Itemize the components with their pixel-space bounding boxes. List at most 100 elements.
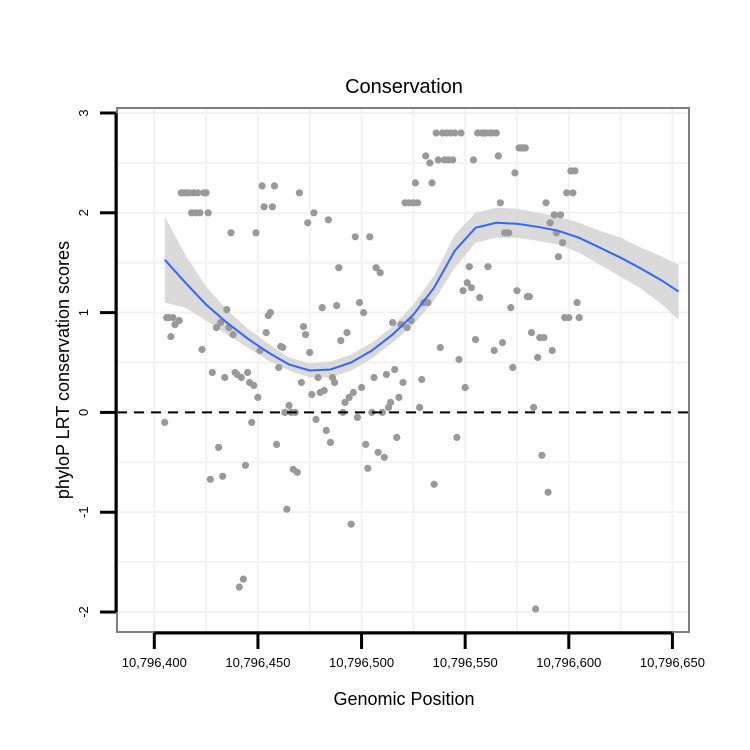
data-point [362,440,370,448]
data-point [370,373,378,382]
data-point [532,605,540,613]
x-tick-label: 10,796,500 [329,655,394,670]
data-point [397,321,405,329]
data-point [198,345,206,354]
data-point [324,216,332,224]
data-point [295,189,303,197]
data-point [467,284,475,292]
grid [117,108,689,632]
data-point [463,279,471,287]
data-point [345,393,353,401]
smooth-line [163,221,680,372]
data-point [573,299,581,307]
data-point [453,433,461,441]
data-point [331,378,339,387]
data-point [457,129,465,137]
data-point [320,386,328,395]
data-point [461,383,469,392]
data-point [217,319,225,327]
data-point [382,370,390,379]
data-point [227,229,235,237]
data-point [534,353,542,362]
data-point [436,343,444,352]
data-point [387,398,395,406]
data-point [565,314,573,322]
data-point [244,368,252,377]
data-point [254,393,262,401]
data-point [426,159,434,167]
data-point [411,179,419,187]
data-point [212,324,221,332]
data-point [492,129,500,137]
data-point [196,209,204,217]
data-point [432,129,440,137]
data-point [358,383,366,392]
data-point [559,239,567,247]
data-point [550,211,558,219]
data-point [312,415,320,423]
data-point [368,408,376,416]
data-point [569,189,577,197]
data-point [378,408,386,416]
data-point [349,388,357,397]
data-point [355,299,364,307]
y-tick-label: 2 [76,209,91,216]
data-point [556,211,565,219]
data-point [455,355,463,364]
data-point [471,336,480,344]
data-point [262,329,270,337]
x-tick-label: 10,796,600 [536,655,601,670]
confidence-ribbon-layer [164,207,679,378]
data-point [380,453,388,461]
y-tick-label: 0 [76,409,91,416]
data-point [575,314,583,322]
data-point [351,233,359,241]
data-point [206,475,214,483]
data-point [266,309,274,317]
data-point [318,304,326,312]
data-point [270,182,279,190]
data-point [297,378,305,387]
data-point [391,365,399,374]
panel-border [116,107,690,633]
data-point [268,203,276,211]
smooth-line-layer [163,221,680,372]
data-point [521,144,529,152]
data-point [343,329,351,337]
data-point [285,401,293,409]
data-point [403,324,411,332]
data-point [484,263,492,271]
data-point [194,189,202,197]
data-point [571,167,579,175]
data-point [322,426,330,434]
x-axis: 10,796,400 10,796,450 10,796,500 10,796,550… [122,631,705,670]
data-point [167,333,175,341]
data-point [161,418,169,426]
data-point [215,443,223,451]
data-point [546,219,554,227]
data-point [347,520,355,528]
data-point [304,219,312,227]
data-point [221,373,229,382]
data-point [376,269,384,277]
data-point [548,346,556,355]
data-point [250,381,258,390]
data-point [239,575,247,583]
data-point [389,319,397,327]
data-point [418,375,426,384]
data-point [341,398,349,406]
data-point [360,309,368,317]
data-point [260,203,268,211]
data-point [449,156,457,164]
data-point [333,302,341,310]
data-point [525,293,534,301]
data-point [283,505,291,513]
data-point [424,299,432,307]
x-tick-label: 10,796,400 [122,655,187,670]
data-point [306,348,314,357]
data-point [542,199,550,207]
data-point [509,363,517,372]
data-point [434,156,442,164]
data-point [476,294,484,302]
y-tick-label: -1 [76,506,91,518]
